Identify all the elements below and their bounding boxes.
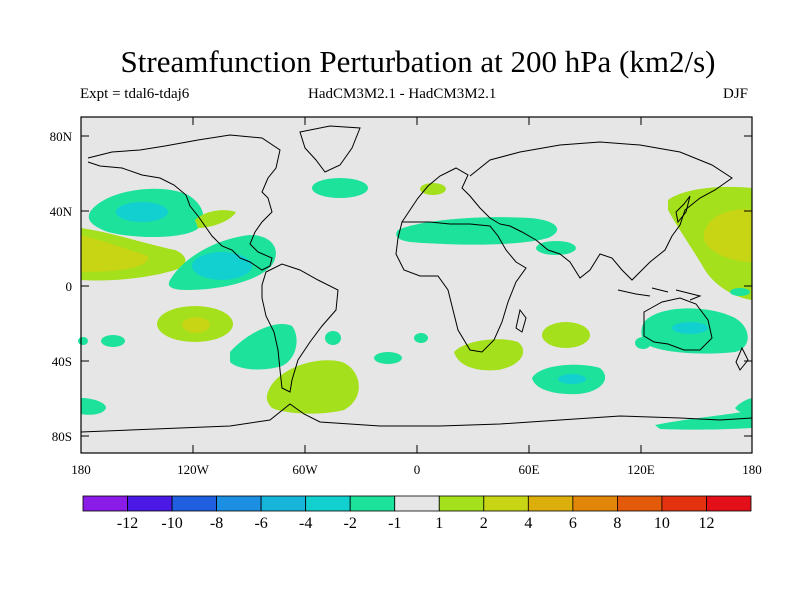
contour-region	[542, 322, 590, 348]
colorbar-swatch	[216, 495, 262, 512]
contour-region	[78, 337, 88, 345]
colorbar-swatch	[617, 495, 663, 512]
coastline-greenland	[299, 125, 361, 173]
contour-region	[730, 288, 750, 296]
lat-tick-label: 40N	[50, 204, 73, 219]
colorbar-swatch	[82, 495, 128, 512]
coastline-indonesia	[617, 287, 702, 301]
lat-tick-label: 40S	[52, 354, 72, 369]
lon-tick-label: 180	[742, 462, 762, 477]
lon-tick-label: 120W	[177, 462, 210, 477]
contour-region	[704, 209, 752, 262]
contour-region	[558, 374, 586, 384]
contour-region	[672, 322, 708, 334]
contour-region	[420, 183, 446, 195]
coastline-japan	[675, 195, 691, 224]
colorbar-swatch	[572, 495, 618, 512]
coastline-new-zealand	[735, 346, 749, 371]
colorbar-swatch	[661, 495, 707, 512]
colorbar-label: -12	[117, 515, 138, 532]
colorbar-label: -10	[161, 515, 182, 532]
model-label: HadCM3M2.1 - HadCM3M2.1	[308, 86, 497, 102]
contour-region	[192, 252, 252, 280]
coastline-australia	[643, 297, 713, 351]
colorbar-label: -4	[299, 515, 312, 532]
colorbar-label: -1	[388, 515, 401, 532]
latitude-axis: 80N 40N 0 40S 80S	[50, 129, 752, 444]
colorbar-label: 12	[698, 515, 714, 532]
contour-region	[374, 352, 402, 364]
colorbar-label: 4	[524, 515, 532, 532]
lat-tick-label: 0	[66, 279, 73, 294]
contour-region	[735, 398, 752, 414]
coastline-asia	[469, 141, 733, 281]
season-label: DJF	[723, 86, 749, 102]
contour-region	[81, 398, 106, 415]
colorbar-swatch	[260, 495, 307, 512]
colorbar-label: -2	[344, 515, 357, 532]
lon-tick-label: 60W	[292, 462, 318, 477]
contour-region	[230, 323, 297, 370]
contour-region	[325, 331, 341, 345]
contour-region	[116, 202, 168, 222]
colorbar-label: -8	[210, 515, 223, 532]
contour-regions	[78, 178, 752, 430]
contour-region	[414, 333, 428, 343]
colorbar-swatch	[349, 495, 396, 512]
colorbar-label: 10	[654, 515, 670, 532]
colorbar-swatch	[706, 495, 752, 512]
colorbar-label: 1	[435, 515, 443, 532]
lon-tick-label: 0	[414, 462, 421, 477]
colorbar-swatch	[127, 495, 173, 512]
colorbar: -12 -10 -8 -6 -4 -2 -1 1 2 4 6 8 10 12	[82, 495, 752, 532]
coastlines	[80, 125, 753, 433]
colorbar-swatch	[483, 495, 529, 512]
contour-region	[536, 241, 576, 255]
colorbar-swatch	[171, 495, 218, 512]
colorbar-swatch	[438, 495, 485, 512]
contour-region	[655, 410, 752, 430]
lon-tick-label: 60E	[519, 462, 540, 477]
coastline-north-america	[87, 134, 281, 271]
longitude-axis: 180 120W 60W 0 60E 120E 180	[71, 117, 762, 477]
contour-region	[81, 235, 149, 272]
contour-region	[101, 335, 125, 347]
colorbar-swatch	[305, 495, 351, 512]
contour-region	[312, 178, 368, 198]
colorbar-label: 8	[613, 515, 621, 532]
contour-region	[195, 210, 236, 228]
contour-region	[396, 217, 558, 245]
coastline-africa	[395, 221, 527, 353]
coastline-europe	[401, 167, 501, 225]
coastline-south-america	[261, 263, 339, 393]
experiment-label: Expt = tdal6-tdaj6	[80, 86, 190, 102]
contour-region	[635, 337, 651, 349]
colorbar-label: 2	[480, 515, 488, 532]
coastline-antarctica	[80, 403, 753, 433]
colorbar-label: -6	[254, 515, 267, 532]
lat-tick-label: 80N	[50, 129, 73, 144]
contour-region	[454, 339, 524, 371]
colorbar-swatch	[527, 495, 574, 512]
lat-tick-label: 80S	[52, 429, 72, 444]
colorbar-swatch	[394, 495, 440, 512]
contour-region	[182, 317, 210, 333]
contour-region	[266, 360, 359, 414]
lon-tick-label: 120E	[627, 462, 655, 477]
colorbar-label: 6	[569, 515, 577, 532]
coastline-madagascar	[515, 308, 527, 333]
chart-title: Streamfunction Perturbation at 200 hPa (…	[120, 44, 716, 79]
lon-tick-label: 180	[71, 462, 91, 477]
